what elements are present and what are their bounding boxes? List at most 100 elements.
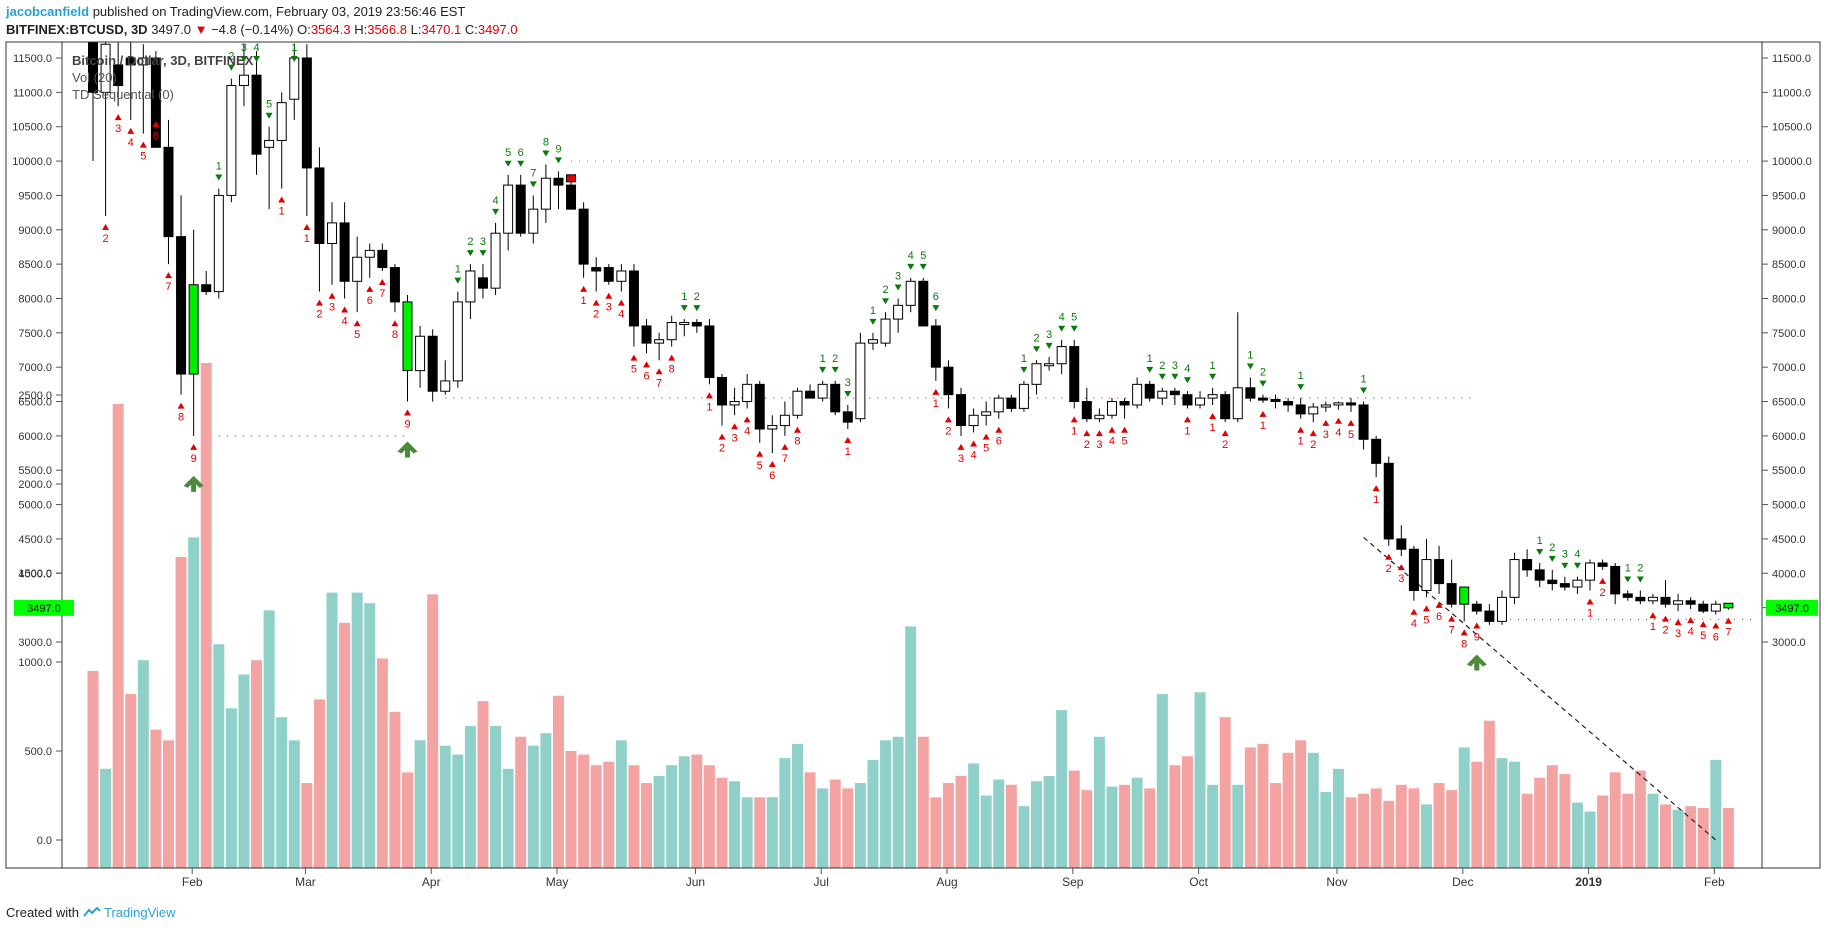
buy-setup-count: 1: [1650, 621, 1656, 633]
volume-bar: [1332, 768, 1344, 868]
candle: [1119, 398, 1130, 419]
legend-td-sequential[interactable]: TD Sequential (0): [72, 87, 174, 102]
volume-bar: [515, 736, 527, 868]
volume-bar: [1081, 790, 1093, 868]
candle-body: [1144, 383, 1155, 399]
candle-body: [981, 411, 992, 416]
sell-setup-count: 9: [555, 143, 561, 155]
buy-setup-triangle: [1095, 430, 1103, 437]
candle-body: [327, 222, 338, 245]
sell-setup-count: 2: [228, 51, 234, 63]
candle-body: [1710, 603, 1721, 612]
sell-setup-triangle: [1020, 366, 1028, 373]
candle-body: [867, 339, 878, 344]
sell-setup-count: 2: [694, 291, 700, 303]
buy-setup-count: 3: [732, 432, 738, 444]
candle-body: [1647, 596, 1658, 602]
y-tick-label-left: 5000.0: [18, 500, 52, 512]
sell-setup-triangle: [844, 390, 852, 397]
candle: [465, 264, 476, 320]
candle-body: [1106, 401, 1117, 416]
buy-setup-triangle: [743, 416, 751, 423]
sell-setup-count: 2: [832, 353, 838, 365]
buy-setup-triangle: [1083, 430, 1091, 437]
buy-setup-count: 1: [1071, 425, 1077, 437]
candle: [1157, 387, 1168, 405]
last-price-tag-left-bg: [14, 599, 74, 616]
candle-body: [1723, 602, 1734, 609]
candle: [125, 42, 136, 120]
volume-bar: [766, 797, 778, 868]
candle-body: [1459, 586, 1470, 605]
volume-bar: [691, 754, 703, 868]
candle-body: [176, 236, 187, 375]
sell-setup-count: 3: [895, 270, 901, 282]
created-with-text: Created with: [6, 905, 79, 920]
tradingview-brand[interactable]: TradingView: [104, 905, 176, 920]
buy-setup-triangle: [617, 299, 625, 306]
volume-bar: [1395, 784, 1407, 868]
sell-setup-count: 1: [1298, 370, 1304, 382]
volume-bar: [100, 768, 112, 868]
author-name[interactable]: jacobcanfield: [6, 4, 90, 19]
candle-body: [314, 167, 325, 245]
sell-setup-triangle: [882, 298, 890, 305]
candle: [905, 277, 916, 313]
buy-setup-count: 5: [1423, 614, 1429, 626]
sell-setup-triangle: [554, 157, 562, 164]
volume-bar: [1685, 806, 1697, 868]
candle-body: [465, 270, 476, 303]
candle: [389, 264, 400, 313]
sell-setup-count: 6: [933, 291, 939, 303]
volume-bar: [1295, 740, 1307, 868]
candle: [477, 264, 488, 299]
buy-setup-count: 4: [971, 449, 977, 461]
legend-title[interactable]: Bitcoin / Dollar, 3D, BITFINEX: [72, 53, 254, 68]
buy-setup-triangle: [1183, 416, 1191, 423]
volume-bar: [1546, 765, 1558, 868]
buy-setup-count: 6: [1436, 611, 1442, 623]
buy-setup-triangle: [1724, 617, 1732, 624]
volume-bar: [162, 740, 174, 868]
candle-body: [956, 394, 967, 427]
candle: [930, 319, 941, 381]
candle-body: [918, 280, 929, 327]
buy-setup-triangle: [164, 272, 172, 279]
x-tick-label: Jun: [686, 875, 705, 889]
buy-setup-triangle: [190, 443, 198, 450]
candle-body: [943, 366, 954, 396]
buy-setup-triangle: [404, 409, 411, 416]
candle-body: [616, 270, 627, 282]
volume-bar: [1257, 743, 1269, 868]
x-tick-label: Dec: [1452, 875, 1473, 889]
candle-body: [1333, 402, 1344, 406]
volume-bar: [1156, 694, 1168, 868]
candle: [993, 394, 1004, 419]
volume-bar: [1597, 795, 1609, 868]
y-tick-label-right: 6000.0: [1772, 431, 1806, 443]
volume-bar: [477, 701, 489, 868]
candle-body: [452, 301, 463, 382]
buy-setup-count: 8: [178, 412, 184, 424]
buy-setup-count: 5: [983, 443, 989, 455]
y-tick-label-left: 11000.0: [13, 87, 52, 99]
candle-body: [1383, 462, 1394, 540]
y-tick-label-right: 3000.0: [1772, 637, 1806, 649]
buy-setup-triangle: [793, 426, 801, 433]
legend-volume[interactable]: Vol (20): [72, 70, 117, 85]
signal-arrows: [183, 441, 1487, 671]
candle: [415, 325, 426, 388]
volume-bar: [1093, 736, 1105, 868]
buy-setup-triangle: [957, 443, 965, 450]
buy-setup-count: 3: [606, 302, 612, 314]
y-tick-label-left: 3000.0: [18, 637, 52, 649]
candle: [251, 51, 262, 175]
candle-body: [880, 318, 891, 344]
candle-body: [1220, 394, 1231, 420]
sell-setup-triangle: [265, 112, 273, 119]
volume-tick-label: 1000.0: [18, 657, 52, 669]
volume-bar: [905, 626, 917, 868]
candle: [893, 298, 904, 333]
sell-setup-triangle: [1548, 555, 1556, 562]
